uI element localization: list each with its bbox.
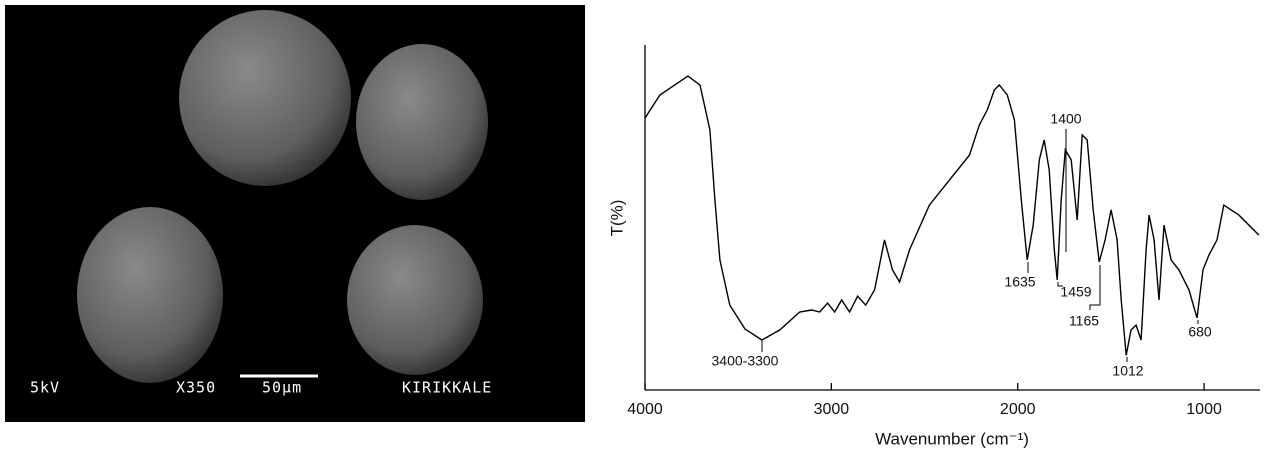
x-tick-label: 2000 [1000,401,1036,418]
sem-magnification: X350 [176,379,216,397]
x-axis-label: Wavenumber (cm⁻¹) [875,429,1029,448]
microsphere [356,44,488,200]
sem-voltage: 5kV [30,379,60,397]
sem-scale-label: 50µm [262,379,302,397]
microsphere [179,10,351,186]
annotation: 1012 [1112,363,1143,379]
annotation-leader [1089,265,1101,310]
annotation: 1400 [1050,111,1081,127]
sem-label: KIRIKKALE [402,379,492,397]
microsphere [77,207,223,383]
x-tick-label: 4000 [627,401,663,418]
y-axis-label: T(%) [607,200,626,237]
annotation: 1165 [1069,313,1099,329]
spectrum-line [644,75,1260,356]
microsphere [347,225,483,375]
x-tick-label: 1000 [1186,401,1222,418]
x-tick-label: 3000 [814,401,850,418]
annotation: 680 [1188,324,1212,340]
annotation: 1459 [1060,284,1091,300]
annotation: 1635 [1004,274,1035,290]
annotation: 3400-3300 [712,353,779,369]
annotation-leader [1057,282,1063,287]
